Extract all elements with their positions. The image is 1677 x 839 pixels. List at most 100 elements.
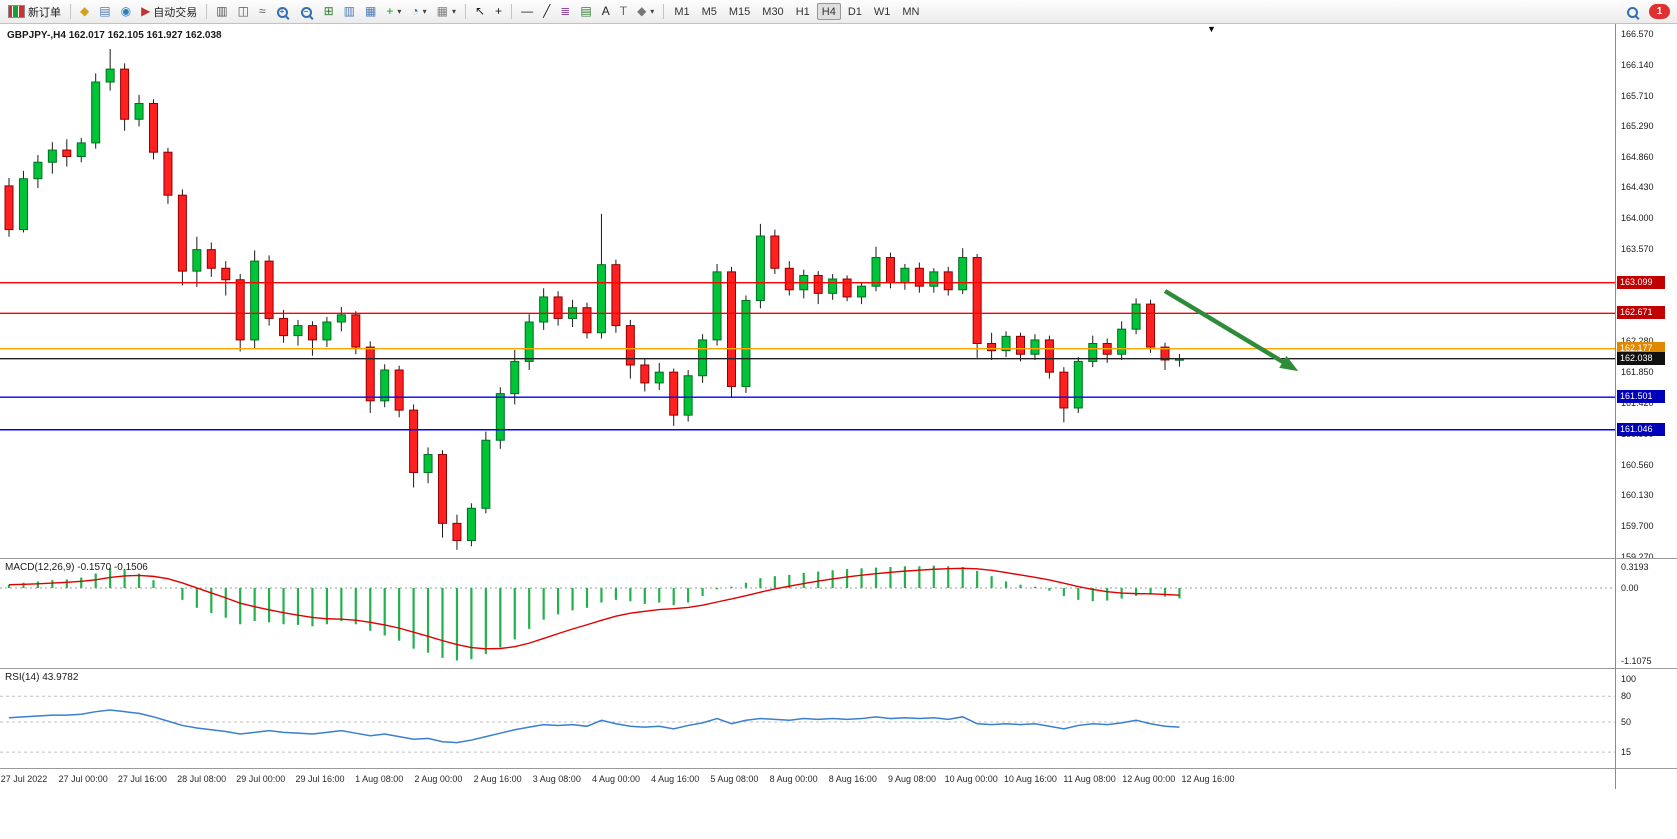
price-tick: 163.570 <box>1621 243 1654 254</box>
zoom-in-icon: + <box>276 5 290 19</box>
time-label: 10 Aug 16:00 <box>1003 774 1057 784</box>
time-label: 3 Aug 08:00 <box>532 774 581 784</box>
terminal-button[interactable]: ◉ <box>116 2 136 21</box>
new-order-icon <box>8 5 25 18</box>
timeframe-m15-button[interactable]: M15 <box>724 3 755 20</box>
candlestick-chart[interactable] <box>0 23 1615 558</box>
indicators-button[interactable]: + ▾ <box>381 2 406 21</box>
time-label: 2 Aug 00:00 <box>414 774 463 784</box>
price-tick: 159.700 <box>1621 521 1654 532</box>
timeframe-mn-button[interactable]: MN <box>897 3 924 20</box>
line-chart-icon: ≈ <box>258 4 266 18</box>
fibonacci-icon: ≣ <box>560 4 571 18</box>
timeframe-h4-button[interactable]: H4 <box>816 3 841 20</box>
timeframe-m30-button[interactable]: M30 <box>757 3 788 20</box>
price-tick: 164.860 <box>1621 151 1654 162</box>
time-label: 1 Aug 08:00 <box>355 774 404 784</box>
time-label: 27 Jul 00:00 <box>58 774 108 784</box>
periods-button[interactable]: ◔ ▾ <box>406 2 431 21</box>
rsi-chart[interactable] <box>0 669 1615 769</box>
price-tick: 160.130 <box>1621 490 1654 501</box>
price-axis: 166.570 166.140 165.710 165.290 164.860 164.4… <box>1616 23 1677 562</box>
macd-scale-label: -1.1075 <box>1621 656 1652 666</box>
time-axis: 27 Jul 2022 27 Jul 00:00 27 Jul 16:00 28 Ju… <box>0 768 1677 790</box>
rsi-scale-label: 50 <box>1621 717 1632 727</box>
timeframe-w1-button[interactable]: W1 <box>869 3 896 20</box>
price-tick: 164.000 <box>1621 213 1654 224</box>
macd-label: MACD(12,26,9) -0.1570 -0.1506 <box>5 562 148 573</box>
rsi-scale-label: 80 <box>1621 691 1632 702</box>
time-label: 4 Aug 00:00 <box>591 774 641 784</box>
arrange-windows-icon: ▥ <box>343 4 355 18</box>
zoom-out-button[interactable]: − <box>295 2 319 21</box>
macd-scale-label: 0.00 <box>1621 583 1639 594</box>
price-tick: 164.430 <box>1621 182 1654 193</box>
zoom-in-button[interactable]: + <box>271 2 295 21</box>
time-label: 2 Aug 16:00 <box>473 774 522 784</box>
time-label: 28 Jul 08:00 <box>177 774 227 784</box>
timeframe-m1-button[interactable]: M1 <box>669 3 694 20</box>
candlestick-chart-button[interactable]: ◫ <box>233 2 254 21</box>
cascade-windows-button[interactable]: ▦ <box>360 2 381 21</box>
timeframe-h1-button[interactable]: H1 <box>791 3 815 20</box>
rsi-scale-label: 100 <box>1621 674 1637 684</box>
time-label: 27 Jul 2022 <box>0 774 48 784</box>
zoom-out-icon: − <box>300 5 314 19</box>
main-chart-panel: GBPJPY-,H4 162.017 162.105 161.927 162.0… <box>0 23 1677 562</box>
arrange-windows-button[interactable]: ▥ <box>339 2 360 21</box>
market-watch-button[interactable]: ◆ <box>75 2 94 21</box>
timeframe-m5-button[interactable]: M5 <box>697 3 722 20</box>
price-flag: 163.099 <box>1617 275 1665 289</box>
horizontal-line-icon: — <box>521 4 534 18</box>
search-icon[interactable] <box>1626 5 1640 19</box>
fibonacci-button[interactable]: ≣ <box>555 2 575 21</box>
crosshair-button[interactable]: + <box>490 2 507 21</box>
cursor-icon: ↖ <box>474 4 486 18</box>
toolbar-separator <box>663 4 665 19</box>
trendline-button[interactable]: ╱ <box>538 2 555 21</box>
text-label-icon: T <box>619 4 628 18</box>
objects-list-button[interactable]: ▤ <box>575 2 596 21</box>
price-tick: 166.570 <box>1621 29 1654 39</box>
new-order-button[interactable]: 新订单 <box>3 2 66 21</box>
time-label: 27 Jul 16:00 <box>117 774 167 784</box>
notification-badge[interactable]: 1 <box>1649 4 1670 19</box>
horizontal-line-button[interactable]: — <box>516 2 538 21</box>
templates-button[interactable]: ▦ ▾ <box>432 2 461 21</box>
macd-scale-label: 0.3193 <box>1621 562 1649 572</box>
time-label: 10 Aug 00:00 <box>944 774 998 784</box>
line-chart-button[interactable]: ≈ <box>254 2 271 21</box>
toolbar-separator <box>511 4 513 19</box>
macd-chart[interactable] <box>0 559 1615 669</box>
navigator-button[interactable]: ▤ <box>94 2 115 21</box>
chart-shift-marker[interactable]: ▼ <box>1207 24 1216 34</box>
text-label-button[interactable]: T <box>615 2 632 21</box>
time-label: 5 Aug 08:00 <box>710 774 759 784</box>
toolbar-separator <box>464 4 466 19</box>
terminal-icon: ◉ <box>120 4 132 18</box>
bar-chart-icon: ▥ <box>216 4 228 18</box>
time-label: 4 Aug 16:00 <box>651 774 700 784</box>
time-label: 11 Aug 08:00 <box>1063 774 1116 784</box>
macd-panel: MACD(12,26,9) -0.1570 -0.1506 0.3193 0.00… <box>0 558 1677 669</box>
timeframe-d1-button[interactable]: D1 <box>843 3 867 20</box>
time-label: 8 Aug 00:00 <box>769 774 818 784</box>
bar-chart-button[interactable]: ▥ <box>211 2 232 21</box>
cascade-windows-icon: ▦ <box>364 4 377 18</box>
price-flag: 162.177 <box>1617 341 1665 355</box>
macd-axis: 0.3193 0.00 -1.1075 <box>1616 559 1677 669</box>
toolbar-separator <box>70 4 71 19</box>
toolbar-right: 1 <box>1626 4 1677 19</box>
text-button[interactable]: A <box>597 2 615 21</box>
price-tick: 160.560 <box>1621 459 1654 470</box>
auto-trading-button[interactable]: ▶ 自动交易 <box>136 2 202 21</box>
price-tick: 165.290 <box>1621 120 1654 131</box>
arrows-button[interactable]: ◆ ▾ <box>632 2 659 21</box>
tile-windows-button[interactable]: ⊞ <box>319 2 339 21</box>
indicators-icon: + <box>386 4 394 18</box>
navigator-icon: ▤ <box>99 4 111 18</box>
candlestick-chart-icon: ◫ <box>237 4 249 18</box>
text-icon: A <box>601 4 610 18</box>
rsi-axis: 100 80 50 15 <box>1616 669 1677 769</box>
cursor-button[interactable]: ↖ <box>470 2 490 21</box>
